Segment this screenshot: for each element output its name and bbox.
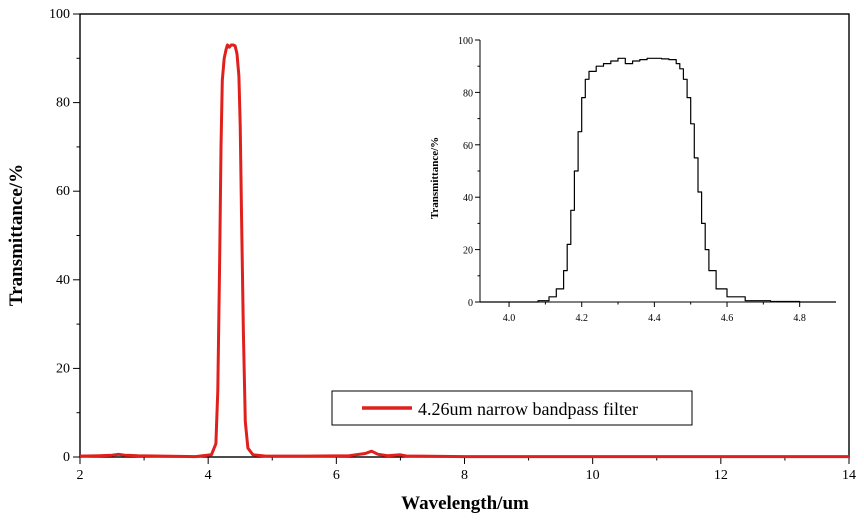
- main-x-tick-label: 8: [461, 468, 468, 483]
- inset-series-group: [480, 57, 836, 303]
- main-y-tick-label: 40: [56, 273, 70, 288]
- main-x-tick-label: 10: [586, 468, 600, 483]
- inset-x-tick-label: 4.6: [721, 313, 734, 324]
- main-x-tick-label: 4: [205, 468, 212, 483]
- main-y-tick-label: 20: [56, 361, 70, 376]
- inset-y-axis: 0 20 40 60 80 100: [458, 36, 480, 309]
- inset-x-tick-label: 4.4: [648, 313, 661, 324]
- legend-label: 4.26um narrow bandpass filter: [418, 399, 638, 419]
- inset-y-tick-label: 80: [463, 88, 473, 99]
- inset-series-line: [480, 57, 836, 303]
- inset-x-tick-label: 4.8: [793, 313, 806, 324]
- inset-y-tick-label: 100: [458, 36, 473, 47]
- inset-y-tick-label: 20: [463, 246, 473, 257]
- main-series-line: [79, 43, 849, 459]
- inset-x-tick-label: 4.2: [575, 313, 588, 324]
- main-y-tick-label: 80: [56, 96, 70, 111]
- main-series-group: [79, 43, 849, 459]
- main-x-tick-label: 6: [333, 468, 340, 483]
- inset-chart: 0 20 40 60 80 100 4.0 4.2 4.4 4.6 4.8 Transmittan…: [429, 36, 836, 324]
- inset-x-tick-label: 4.0: [503, 313, 516, 324]
- main-x-tick-label: 14: [842, 468, 856, 483]
- main-x-axis: 2 4 6 8 10 12 14: [77, 457, 856, 483]
- main-x-tick-label: 2: [77, 468, 84, 483]
- main-y-tick-label: 100: [49, 7, 70, 22]
- y-axis-title: Transmittance/%: [6, 164, 27, 306]
- inset-y-axis-title: Transmittance/%: [429, 137, 441, 219]
- main-y-axis: 0 20 40 60 80 100: [49, 7, 80, 465]
- inset-x-axis: 4.0 4.2 4.4 4.6 4.8: [503, 302, 806, 324]
- inset-y-tick-label: 0: [468, 298, 473, 309]
- main-x-tick-label: 12: [714, 468, 728, 483]
- inset-y-tick-label: 60: [463, 141, 473, 152]
- inset-y-tick-label: 40: [463, 193, 473, 204]
- main-y-tick-label: 60: [56, 184, 70, 199]
- legend: 4.26um narrow bandpass filter: [331, 390, 693, 426]
- x-axis-title: Wavelength/um: [401, 493, 529, 514]
- main-y-tick-label: 0: [63, 450, 70, 465]
